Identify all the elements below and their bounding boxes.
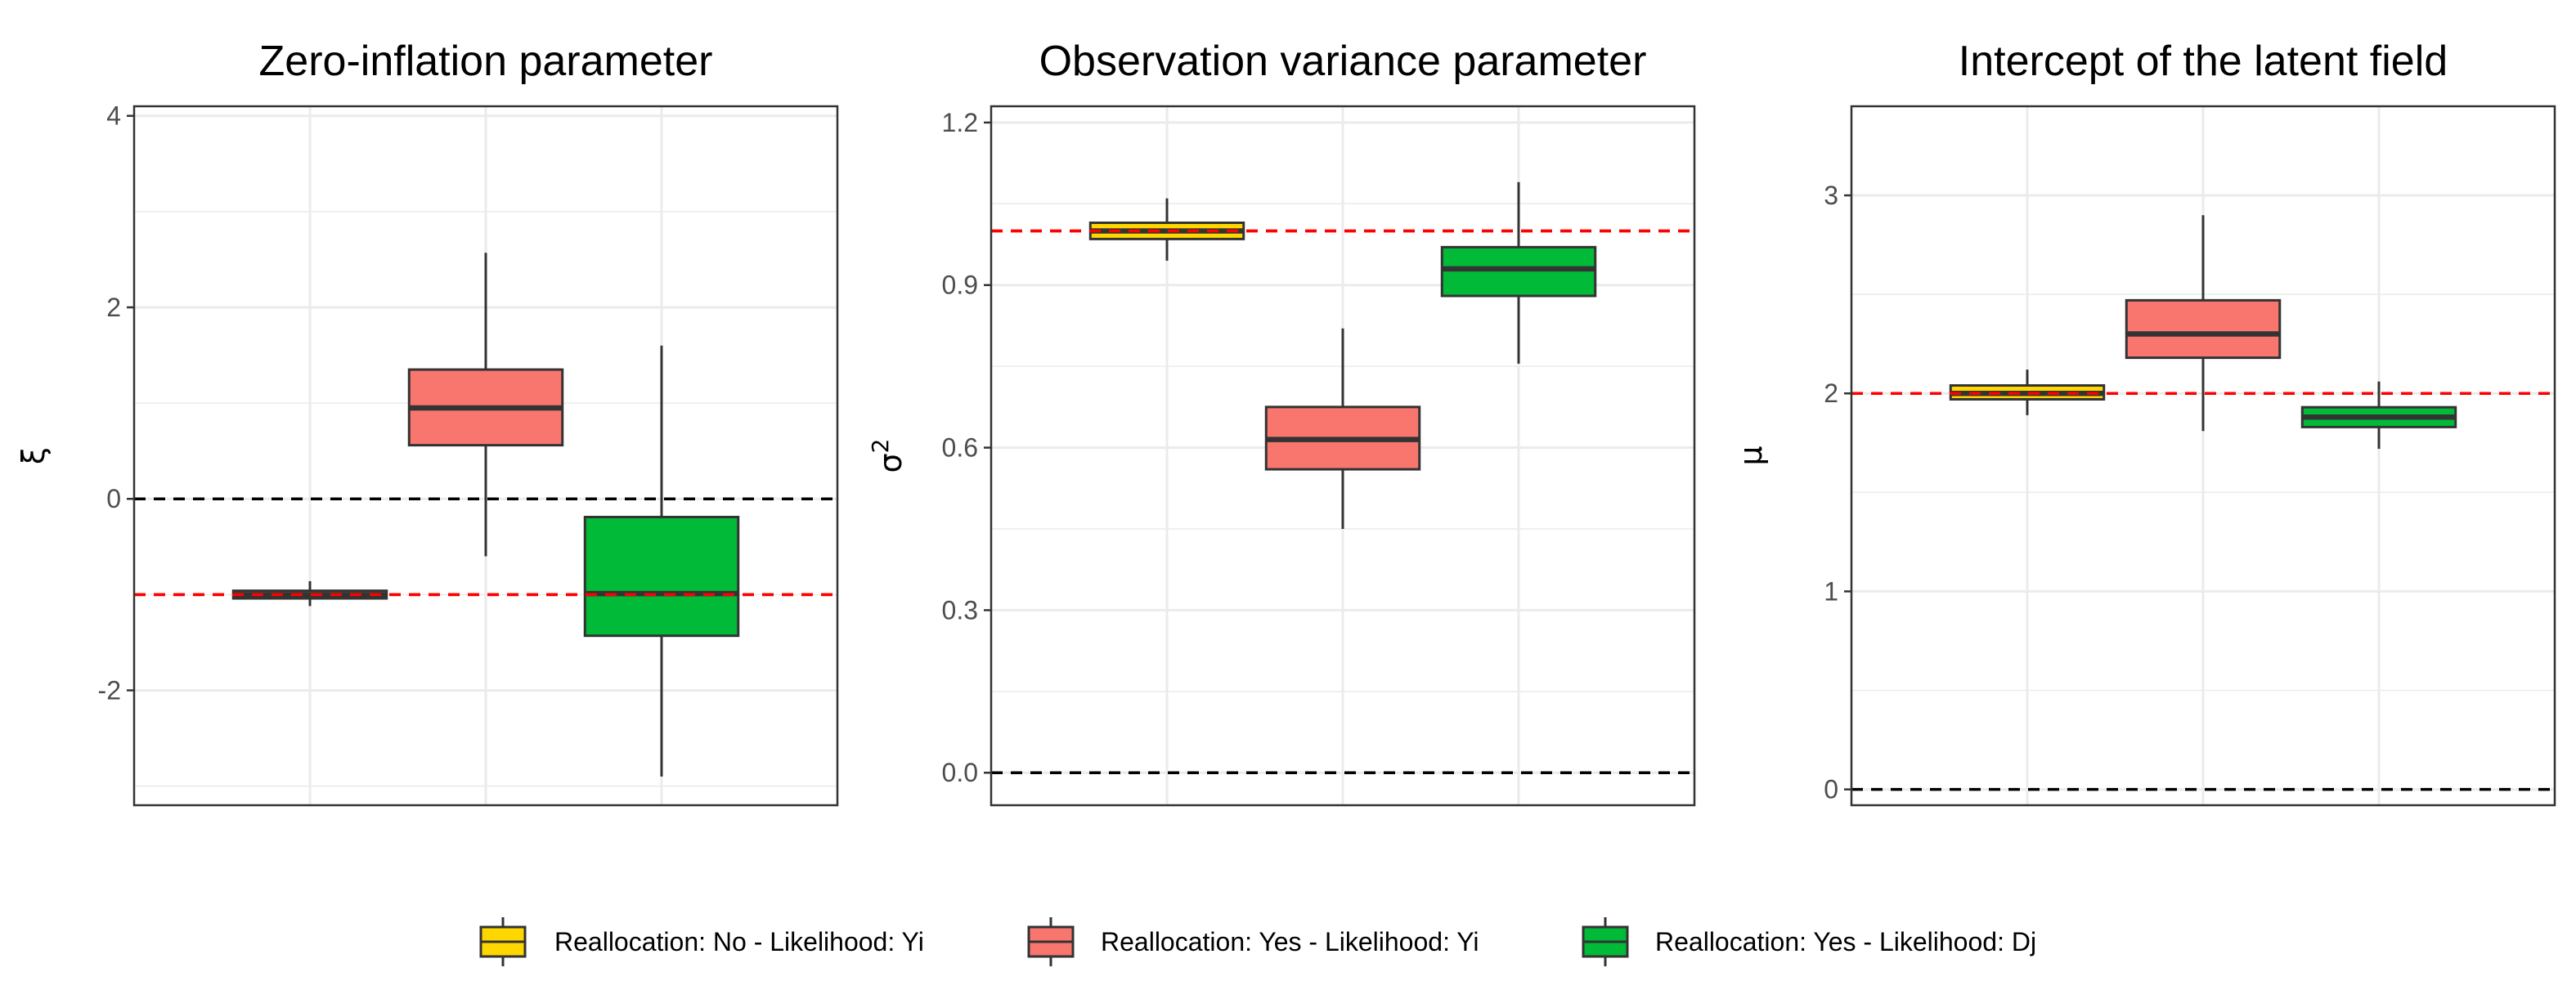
legend-item: Reallocation: Yes - Likelihood: Yi (1027, 917, 1479, 966)
y-axis-label: ξ (16, 447, 52, 464)
boxplot-box (583, 345, 740, 777)
panel-border (990, 105, 1696, 807)
y-tick-label: 0 (106, 484, 121, 513)
legend-label: Reallocation: Yes - Likelihood: Yi (1101, 927, 1479, 956)
boxplot-box (407, 253, 564, 557)
y-axis-label-superscript: 2 (867, 439, 894, 454)
panel-2: Observation variance parameter 0.0 0.3 0.6 0… (867, 38, 1696, 807)
y-axis-label: μ (1733, 446, 1769, 465)
panel-title: Observation variance parameter (1039, 38, 1647, 85)
panel-title: Zero-inflation parameter (259, 38, 713, 85)
y-axis-label: σ2 (867, 439, 909, 473)
y-tick-label: 0.6 (942, 433, 978, 463)
panel-1: Zero-inflation parameter -2 0 2 4 ξ (16, 38, 839, 807)
y-tick-label: 0.3 (942, 595, 978, 625)
legend-item: Reallocation: Yes - Likelihood: Dj (1582, 917, 2036, 966)
legend-label: Reallocation: Yes - Likelihood: Dj (1655, 927, 2036, 956)
legend: Reallocation: No - Likelihood: Yi Realloc… (479, 917, 2036, 966)
y-tick-label: -2 (98, 675, 121, 705)
panel-3: Intercept of the latent field 0 1 2 3 μ (1733, 38, 2556, 807)
legend-item: Reallocation: No - Likelihood: Yi (479, 917, 924, 966)
panel-border (1850, 105, 2556, 807)
y-tick-label: 4 (106, 101, 121, 131)
boxplot-box (2300, 381, 2457, 450)
interquartile-box (583, 515, 740, 638)
y-tick-label: 3 (1824, 181, 1838, 210)
boxplot-box (1440, 181, 1597, 364)
y-tick-label: 1 (1824, 576, 1838, 606)
y-tick-label: 0.9 (942, 271, 978, 300)
panel-border (132, 105, 839, 807)
boxplot-box (2125, 215, 2282, 432)
interquartile-box (1440, 245, 1597, 298)
panel-title: Intercept of the latent field (1959, 38, 2448, 85)
y-tick-label: 0.0 (942, 758, 978, 787)
boxplot-box (1264, 328, 1421, 529)
y-tick-label: 0 (1824, 775, 1838, 804)
y-tick-label: 2 (1824, 379, 1838, 408)
y-tick-label: 2 (106, 293, 121, 322)
legend-label: Reallocation: No - Likelihood: Yi (554, 927, 924, 956)
interquartile-box (2125, 298, 2282, 360)
y-tick-label: 1.2 (942, 108, 978, 137)
